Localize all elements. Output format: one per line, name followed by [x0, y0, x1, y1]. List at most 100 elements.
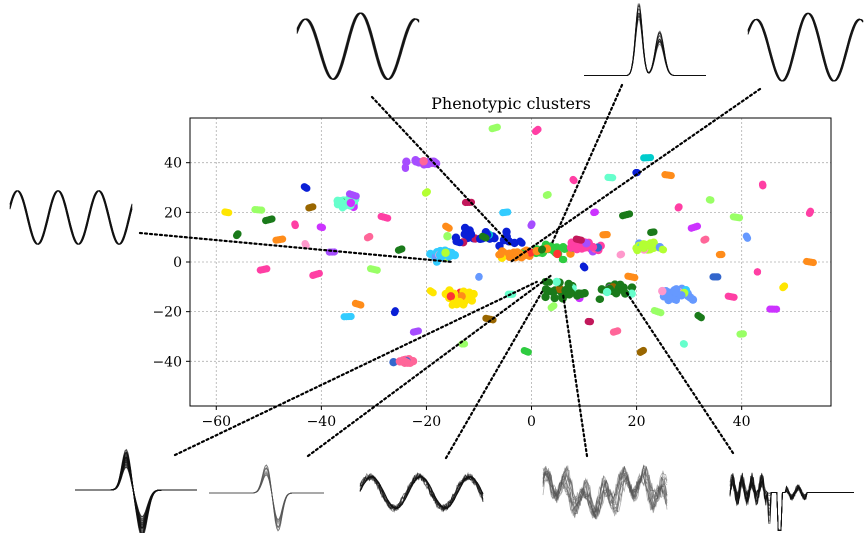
- cluster-58-point-3: [614, 327, 622, 335]
- cluster-52: [579, 262, 589, 272]
- cluster-2-point-3: [251, 205, 259, 214]
- cluster-66-point-3: [657, 309, 665, 317]
- blob-7-point-24: [499, 235, 509, 245]
- cluster-81: [742, 232, 752, 242]
- cluster-63-point-3: [636, 348, 644, 356]
- cluster-40: [516, 237, 526, 247]
- cluster-68: [661, 171, 675, 180]
- cluster-77: [715, 250, 726, 259]
- cluster-0: [221, 208, 233, 217]
- blob-9-point-15: [553, 249, 562, 259]
- inset-6-trace-15: [359, 474, 484, 511]
- cluster-17: [363, 232, 374, 242]
- cluster-71: [679, 340, 688, 348]
- cluster-53: [584, 317, 595, 326]
- cluster-25: [421, 188, 431, 197]
- cluster-78-point-3: [724, 292, 732, 300]
- blob-7-point-19: [460, 223, 470, 233]
- cluster-blob-10: [597, 280, 637, 298]
- cluster-60: [619, 210, 634, 220]
- inset-1-trace-15: [584, 9, 706, 76]
- inset-5-trace-11: [209, 467, 324, 528]
- x-tick-label-1: −40: [307, 414, 337, 430]
- cluster-29: [448, 299, 457, 309]
- cluster-55: [595, 295, 605, 303]
- cluster-59: [616, 250, 626, 259]
- inset-3-trace-11: [9, 190, 133, 245]
- inset-waveform-8: [729, 472, 854, 531]
- cluster-24: [409, 327, 423, 336]
- cluster-25-point-3: [423, 188, 431, 196]
- blob-1-point-25: [446, 292, 456, 301]
- cluster-58: [609, 327, 622, 336]
- cluster-9: [305, 203, 317, 212]
- inset-waveform-2: [747, 12, 864, 82]
- cluster-blob-0: [402, 156, 441, 169]
- inset-5-trace-15: [209, 474, 324, 521]
- inset-5-trace-0: [209, 470, 324, 525]
- inset-5-trace-12: [209, 464, 324, 532]
- cluster-82-point-3: [753, 268, 762, 276]
- y-tick-label-4: 40: [164, 156, 182, 172]
- cluster-37-point-3: [495, 251, 503, 259]
- inset-7-trace-11: [542, 464, 668, 520]
- cluster-32-point-3: [461, 198, 470, 207]
- blob-0-point-25: [419, 157, 428, 166]
- x-tick-label-5: 40: [733, 414, 751, 430]
- blob-6-point-24: [641, 240, 650, 250]
- cluster-4: [262, 215, 276, 225]
- cluster-65: [647, 228, 658, 237]
- cluster-70-point-3: [674, 204, 682, 212]
- cluster-77-point-3: [715, 251, 724, 259]
- inset-waveform-0: [296, 12, 420, 80]
- cluster-75-point-3: [705, 196, 714, 204]
- inset-7-trace-15: [542, 467, 668, 519]
- cluster-73: [694, 311, 705, 322]
- cluster-19: [377, 212, 392, 222]
- inset-7-trace-10: [542, 466, 668, 515]
- cluster-15-point-3: [352, 192, 360, 200]
- cluster-66: [650, 306, 665, 317]
- cluster-46: [542, 190, 552, 199]
- inset-5-trace-4: [209, 464, 324, 532]
- cluster-46-point-3: [544, 190, 552, 199]
- blob-10-point-22: [612, 289, 621, 298]
- inset-3-trace-15: [9, 190, 133, 245]
- cluster-28: [442, 222, 453, 232]
- cluster-79: [729, 213, 744, 222]
- cluster-81-point-3: [743, 234, 752, 242]
- x-tick-label-3: 0: [527, 414, 536, 430]
- inset-7-trace-9: [542, 465, 668, 517]
- blob-12-point-17: [588, 242, 598, 252]
- cluster-18-point-3: [373, 266, 381, 274]
- cluster-72: [687, 222, 702, 232]
- blob-8-point-21: [548, 287, 557, 296]
- inset-7-trace-12: [542, 466, 668, 518]
- cluster-26: [426, 287, 437, 297]
- cluster-7-point-3: [303, 184, 311, 192]
- cluster-20-point-3: [391, 307, 399, 315]
- inset-waveform-1: [584, 3, 706, 76]
- cluster-30: [452, 237, 464, 247]
- cluster-11: [316, 223, 327, 232]
- inset-2-trace-15: [747, 12, 864, 82]
- cluster-57-point-3: [604, 173, 612, 182]
- blob-5-point-13: [688, 295, 698, 304]
- cluster-9-point-3: [309, 203, 317, 211]
- y-tick-label-0: −40: [152, 354, 182, 370]
- inset-0-trace-12: [296, 12, 420, 80]
- cluster-56: [599, 230, 611, 239]
- cluster-41-point-3: [524, 348, 532, 356]
- cluster-18: [366, 265, 381, 274]
- x-tick-label-0: −60: [201, 414, 231, 430]
- blob-1-point-14: [469, 289, 478, 299]
- cluster-22: [401, 163, 410, 172]
- inset-5-trace-13: [209, 472, 324, 523]
- inset-2-trace-14: [747, 12, 864, 82]
- cluster-65-point-3: [647, 228, 655, 237]
- cluster-38-point-3: [504, 208, 512, 216]
- cluster-82: [753, 268, 762, 276]
- inset-0-trace-15: [296, 12, 420, 80]
- blob-10-point-3: [627, 283, 637, 292]
- inset-waveform-5: [209, 464, 324, 532]
